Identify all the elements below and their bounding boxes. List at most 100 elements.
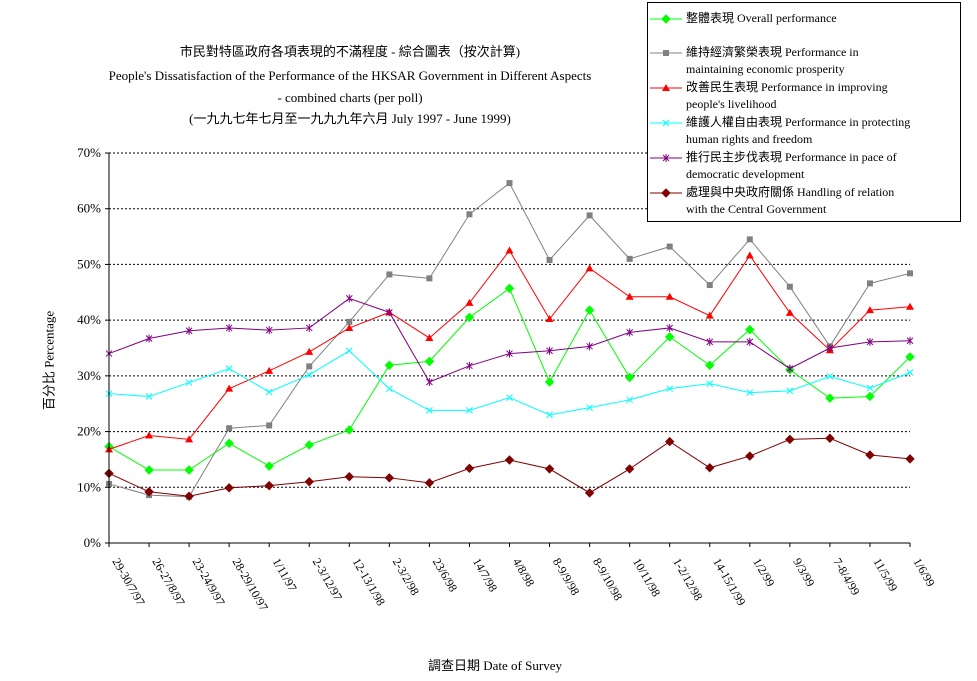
- series-4: [105, 347, 914, 419]
- data-point: [506, 394, 513, 401]
- y-tick-label: 0%: [84, 535, 102, 550]
- data-point: [746, 337, 754, 346]
- x-tick-label: 4/8/98: [510, 556, 537, 590]
- data-point: [626, 255, 633, 262]
- data-point: [184, 491, 194, 501]
- legend-label-line1: 整體表現 Overall performance: [686, 11, 837, 25]
- data-point: [544, 377, 555, 387]
- data-point: [424, 356, 435, 367]
- data-point: [465, 298, 474, 306]
- x-axis-ticks: 29-30/7/97 26-27/8/97 23-24/9/97 28-29/10/9…: [108, 543, 938, 613]
- data-point: [466, 407, 473, 414]
- data-point: [745, 451, 755, 461]
- gridlines: [109, 152, 910, 488]
- data-point: [705, 311, 714, 319]
- data-point: [426, 407, 433, 414]
- data-point: [586, 342, 593, 351]
- data-point: [586, 404, 593, 411]
- data-point: [545, 315, 554, 323]
- x-tick-label: 1/6/99: [910, 556, 937, 590]
- data-point: [546, 411, 553, 419]
- x-tick-label: 14/7/98: [470, 556, 500, 595]
- y-tick-label: 40%: [77, 312, 101, 327]
- data-point: [825, 433, 835, 443]
- x-tick-label: 2-3/2/98: [390, 556, 422, 598]
- data-point: [626, 396, 634, 404]
- data-point: [265, 366, 274, 374]
- legend-label: 整體表現 Overall performance: [686, 10, 958, 27]
- data-point: [426, 275, 433, 282]
- data-point: [265, 326, 273, 335]
- data-point: [866, 280, 873, 287]
- data-point: [225, 384, 234, 392]
- legend-label-line2: people's livelihood: [686, 97, 777, 111]
- data-point: [506, 180, 513, 187]
- series-6: [104, 433, 915, 501]
- legend-label-line1: 改善民生表現 Performance in improving: [686, 80, 888, 94]
- legend-symbol: [650, 188, 682, 198]
- data-point: [866, 384, 874, 392]
- series-1: [104, 283, 915, 475]
- data-point: [666, 323, 674, 332]
- legend-label-line1: 處理與中央政府關係 Handling of relation: [686, 185, 895, 199]
- data-point: [464, 463, 475, 474]
- data-point: [906, 336, 914, 345]
- y-axis-ticks: 0% 10% 20% 30% 40% 50% 60% 70%: [77, 145, 109, 550]
- data-point: [584, 305, 595, 315]
- data-point: [145, 334, 153, 343]
- data-point: [906, 369, 914, 376]
- y-tick-label: 30%: [77, 368, 101, 383]
- data-point: [585, 264, 594, 272]
- data-point: [865, 306, 874, 314]
- x-tick-label: 8-9/10/98: [590, 556, 625, 603]
- data-point: [344, 425, 355, 435]
- data-point: [746, 236, 753, 243]
- data-point: [624, 464, 635, 474]
- legend-symbol: [650, 119, 682, 127]
- data-point: [626, 328, 634, 337]
- x-tick-label: 23-24/9/97: [190, 556, 228, 609]
- x-tick-label: 23/6/98: [430, 556, 460, 595]
- x-tick-label: 1/11/97: [270, 556, 300, 594]
- y-tick-label: 60%: [77, 201, 101, 216]
- data-point: [706, 282, 713, 289]
- data-point: [306, 363, 313, 370]
- data-point: [826, 344, 834, 352]
- data-point: [264, 480, 274, 491]
- data-point: [504, 283, 515, 294]
- legend-symbol: [650, 154, 682, 162]
- data-point: [185, 435, 194, 443]
- data-point: [905, 454, 915, 464]
- x-tick-label: 14-15/1/99: [710, 556, 748, 609]
- x-tick-label: 9/3/99: [790, 556, 817, 590]
- data-point: [346, 318, 353, 325]
- legend-label-line2: human rights and freedom: [686, 132, 813, 146]
- data-point: [786, 364, 794, 373]
- data-point: [345, 347, 353, 355]
- data-point: [705, 463, 715, 473]
- data-point: [546, 346, 553, 355]
- data-point: [906, 302, 914, 310]
- data-point: [304, 440, 314, 450]
- chart-title-english: People's Dissatisfaction of the Performa…: [108, 68, 592, 83]
- data-point: [386, 271, 393, 278]
- data-point: [144, 487, 154, 497]
- data-point: [145, 431, 154, 439]
- data-point: [544, 464, 555, 474]
- data-point: [705, 360, 715, 370]
- legend-label-line2: democratic development: [686, 167, 805, 181]
- data-point: [226, 425, 233, 432]
- data-point: [424, 478, 435, 488]
- data-point: [304, 477, 314, 487]
- data-point: [786, 387, 794, 395]
- data-point: [225, 365, 233, 372]
- data-point: [466, 211, 473, 218]
- data-point: [865, 450, 875, 460]
- x-tick-label: 11/5/99: [870, 556, 900, 594]
- legend-label: 維護人權自由表現 Performance in protecting human …: [686, 114, 958, 148]
- data-point: [745, 251, 754, 259]
- x-tick-label: 29-30/7/97: [109, 556, 147, 609]
- series-5: [105, 294, 914, 386]
- chart-title-chinese: 市民對特區政府各項表現的不滿程度 - 綜合圖表（按次計算): [179, 44, 521, 59]
- chart-period: (一九九七年七月至一九九九年六月 July 1997 - June 1999): [189, 111, 511, 126]
